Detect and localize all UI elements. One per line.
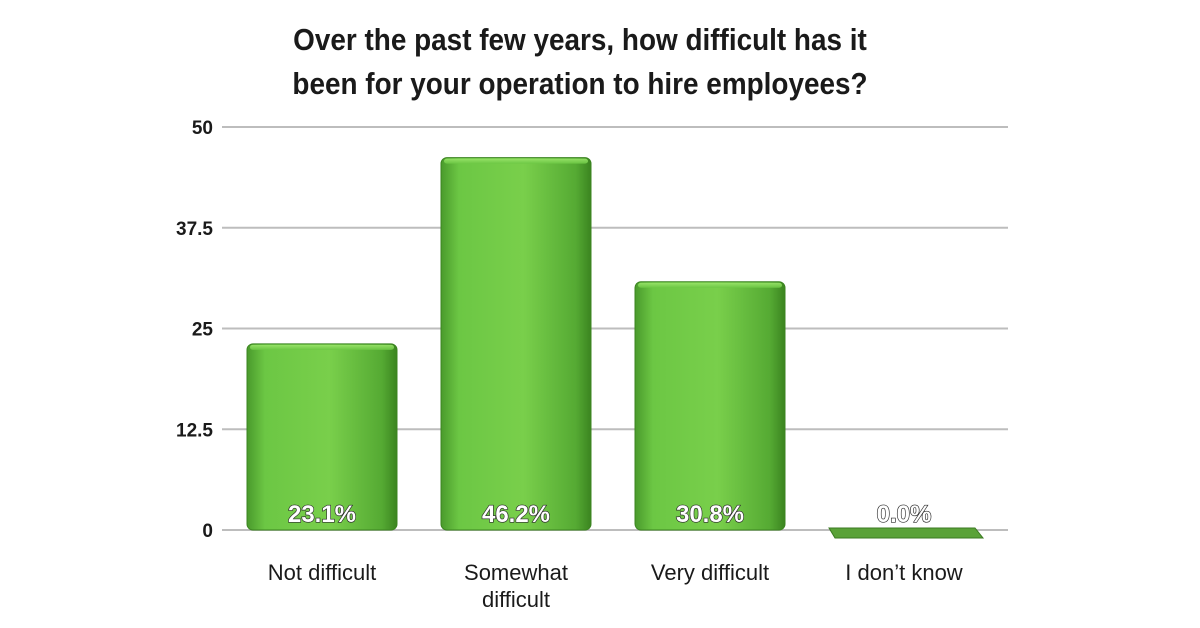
bar-top-highlight — [444, 158, 588, 164]
bar-top-highlight — [638, 282, 782, 288]
y-tick-label: 0 — [202, 521, 213, 542]
data-label: 46.2% — [482, 501, 550, 528]
bar — [828, 527, 985, 539]
x-category-label: Very difficult — [651, 560, 769, 585]
data-labels: 23.1% 46.2% 30.8% 0.0% — [287, 500, 932, 528]
bars — [246, 157, 985, 539]
bar-top-highlight — [250, 344, 394, 350]
data-label: 0.0% — [877, 501, 932, 528]
y-axis-ticks: 0 12.5 25 37.5 50 — [176, 118, 213, 542]
bar — [440, 157, 592, 531]
data-label: 30.8% — [676, 501, 744, 528]
x-category-label: Somewhat — [464, 560, 568, 585]
x-category-label: difficult — [482, 587, 550, 612]
y-tick-label: 12.5 — [176, 420, 213, 441]
x-category-label: Not difficult — [268, 560, 376, 585]
y-tick-label: 37.5 — [176, 219, 213, 240]
y-tick-label: 50 — [192, 118, 213, 139]
chart-title: Over the past few years, how difficult h… — [193, 18, 967, 106]
y-tick-label: 25 — [192, 320, 214, 341]
bar — [246, 343, 398, 531]
chart-title-line-1: Over the past few years, how difficult h… — [293, 22, 867, 57]
x-category-label: I don’t know — [845, 560, 963, 585]
chart-title-line-2: been for your operation to hire employee… — [292, 66, 868, 101]
bar — [634, 281, 786, 531]
data-label: 23.1% — [288, 501, 356, 528]
